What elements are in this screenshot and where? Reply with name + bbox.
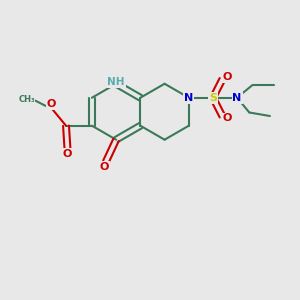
Text: O: O (46, 99, 56, 109)
Text: O: O (63, 149, 72, 159)
Text: S: S (209, 93, 217, 103)
Text: N: N (184, 93, 194, 103)
Text: O: O (223, 113, 232, 124)
Text: NH: NH (107, 77, 125, 87)
Text: O: O (223, 72, 232, 82)
Text: CH₃: CH₃ (18, 95, 35, 104)
Text: N: N (232, 93, 242, 103)
Text: O: O (100, 162, 109, 172)
